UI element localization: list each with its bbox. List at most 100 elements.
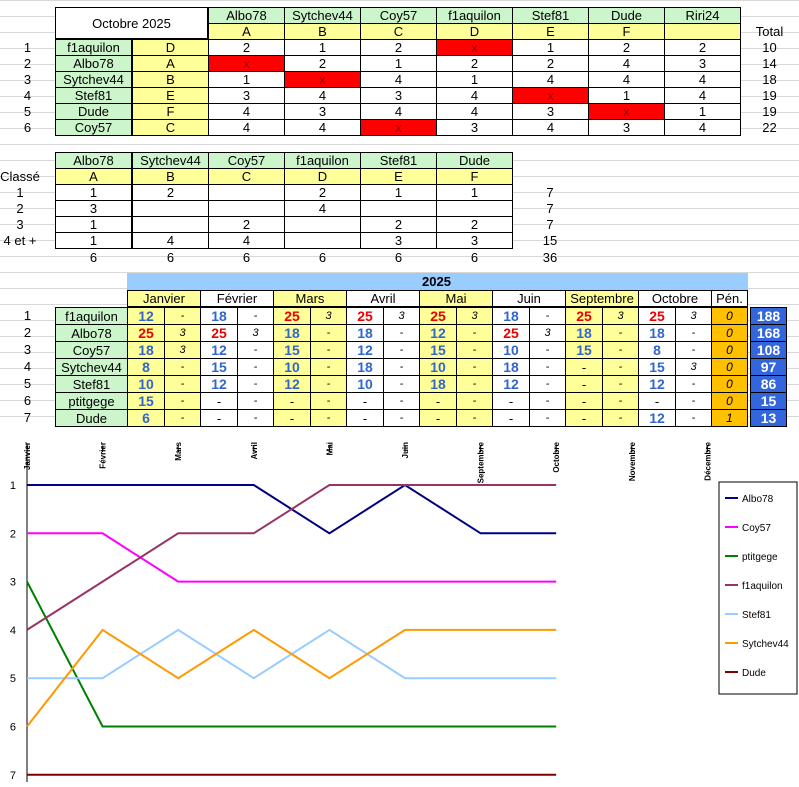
bonus-cell[interactable]: - xyxy=(383,392,420,410)
count-cell[interactable] xyxy=(208,200,285,217)
month-header[interactable]: Octobre xyxy=(638,290,712,307)
bonus-cell[interactable]: - xyxy=(164,375,201,393)
points-cell[interactable]: - xyxy=(200,409,238,427)
letter-header[interactable]: A xyxy=(208,23,285,40)
count-cell[interactable]: 1 xyxy=(55,216,132,233)
bonus-cell[interactable]: - xyxy=(456,358,493,376)
total-points[interactable]: 97 xyxy=(750,358,787,376)
points-cell[interactable]: - xyxy=(273,409,311,427)
score-cell[interactable]: 3 xyxy=(436,119,513,136)
points-cell[interactable]: 25 xyxy=(638,307,676,325)
grand-total[interactable]: 36 xyxy=(542,249,558,265)
bonus-cell[interactable]: 3 xyxy=(164,324,201,342)
penalty-cell[interactable]: 0 xyxy=(711,375,748,393)
score-cell[interactable]: 4 xyxy=(360,103,437,120)
bonus-cell[interactable]: - xyxy=(383,341,420,359)
bonus-cell[interactable]: - xyxy=(237,341,274,359)
player-name[interactable]: f1aquilon xyxy=(55,307,128,325)
count-cell[interactable] xyxy=(436,200,513,217)
player-header[interactable]: Albo78 xyxy=(208,7,285,24)
bonus-cell[interactable]: - xyxy=(237,392,274,410)
points-cell[interactable]: 10 xyxy=(346,375,384,393)
rank-label[interactable]: 6 xyxy=(23,119,32,135)
bonus-cell[interactable]: - xyxy=(164,409,201,427)
points-cell[interactable]: 25 xyxy=(273,307,311,325)
bonus-cell[interactable]: 3 xyxy=(529,324,566,342)
count-cell[interactable] xyxy=(208,184,285,201)
score-cell[interactable]: 4 xyxy=(512,71,589,88)
bonus-cell[interactable]: 3 xyxy=(675,358,712,376)
count-cell[interactable]: 2 xyxy=(132,184,209,201)
player-letter[interactable]: F xyxy=(132,103,209,120)
points-cell[interactable]: 25 xyxy=(127,324,165,342)
score-cell[interactable]: 4 xyxy=(284,87,361,104)
player-name[interactable]: Albo78 xyxy=(55,55,132,72)
player-name[interactable]: ptitgege xyxy=(55,392,128,410)
month-header[interactable]: Mars xyxy=(273,290,347,307)
rank-label[interactable]: 1 xyxy=(23,39,32,55)
player-header[interactable]: Coy57 xyxy=(208,152,285,169)
score-cell[interactable]: 4 xyxy=(664,119,741,136)
points-cell[interactable]: 18 xyxy=(200,307,238,325)
score-cell[interactable]: x xyxy=(360,119,437,136)
rank-label[interactable]: 6 xyxy=(23,393,32,408)
player-name[interactable]: Coy57 xyxy=(55,119,132,136)
points-cell[interactable]: 10 xyxy=(492,341,530,359)
player-name[interactable]: f1aquilon xyxy=(55,39,132,56)
count-cell[interactable]: 3 xyxy=(55,200,132,217)
row-total[interactable]: 10 xyxy=(762,39,777,55)
score-cell[interactable]: 3 xyxy=(284,103,361,120)
score-cell[interactable]: 2 xyxy=(664,39,741,56)
letter-header[interactable]: D xyxy=(436,23,513,40)
player-name[interactable]: Albo78 xyxy=(55,324,128,342)
rank-label[interactable]: 2 xyxy=(23,55,32,71)
score-cell[interactable]: 1 xyxy=(360,55,437,72)
player-header[interactable]: Dude xyxy=(436,152,513,169)
player-name[interactable]: Dude xyxy=(55,409,128,427)
count-cell[interactable]: 4 xyxy=(284,200,361,217)
player-header[interactable]: Sytchev44 xyxy=(284,7,361,24)
points-cell[interactable]: 15 xyxy=(565,341,603,359)
month-header[interactable]: Mai xyxy=(419,290,493,307)
points-cell[interactable]: 12 xyxy=(638,409,676,427)
points-cell[interactable]: - xyxy=(492,409,530,427)
score-cell[interactable]: 4 xyxy=(208,119,285,136)
points-cell[interactable]: 8 xyxy=(127,358,165,376)
points-cell[interactable]: 12 xyxy=(127,307,165,325)
month-header[interactable]: Avril xyxy=(346,290,420,307)
rank-label[interactable]: 1 xyxy=(23,308,32,323)
total-points[interactable]: 188 xyxy=(750,307,787,325)
rank-label[interactable]: 5 xyxy=(23,103,32,119)
bonus-cell[interactable]: - xyxy=(529,409,566,427)
score-cell[interactable]: 1 xyxy=(512,39,589,56)
row-total[interactable]: 7 xyxy=(546,184,554,200)
bonus-cell[interactable]: - xyxy=(675,341,712,359)
points-cell[interactable]: 18 xyxy=(565,324,603,342)
penalty-cell[interactable]: 0 xyxy=(711,307,748,325)
player-header[interactable]: Dude xyxy=(588,7,665,24)
row-total[interactable]: 15 xyxy=(542,232,558,248)
letter-header[interactable]: F xyxy=(588,23,665,40)
bonus-cell[interactable]: - xyxy=(237,307,274,325)
points-cell[interactable]: 12 xyxy=(638,375,676,393)
bonus-cell[interactable]: 3 xyxy=(164,341,201,359)
count-cell[interactable]: 2 xyxy=(208,216,285,233)
player-header[interactable]: Riri24 xyxy=(664,7,741,24)
count-cell[interactable]: 3 xyxy=(360,232,437,249)
column-total[interactable]: 6 xyxy=(394,249,403,265)
letter-header[interactable]: F xyxy=(436,168,513,185)
rank-label[interactable]: 4 xyxy=(23,87,32,103)
bonus-cell[interactable]: - xyxy=(529,358,566,376)
bonus-cell[interactable]: - xyxy=(529,307,566,325)
bonus-cell[interactable]: - xyxy=(237,409,274,427)
bonus-cell[interactable]: - xyxy=(675,392,712,410)
player-name[interactable]: Coy57 xyxy=(55,341,128,359)
row-total[interactable]: 18 xyxy=(762,71,777,87)
count-cell[interactable]: 1 xyxy=(55,184,132,201)
row-total[interactable]: 14 xyxy=(762,55,777,71)
score-cell[interactable]: x xyxy=(436,39,513,56)
letter-header[interactable]: B xyxy=(284,23,361,40)
score-cell[interactable]: 3 xyxy=(208,87,285,104)
points-cell[interactable]: - xyxy=(419,392,457,410)
points-cell[interactable]: 6 xyxy=(127,409,165,427)
